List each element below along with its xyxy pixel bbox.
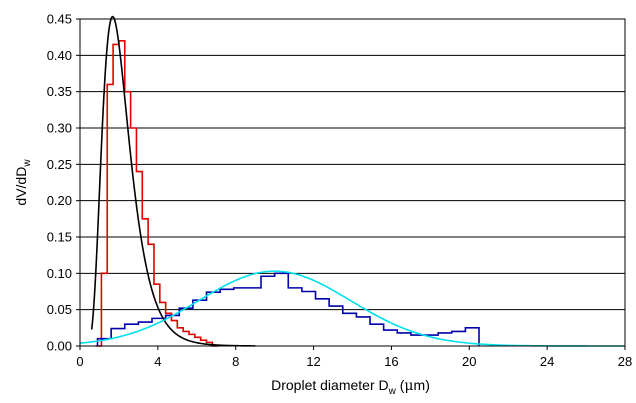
axis-ticks: 0.00 0.05 0.10 0.15 0.20 0.25 0.30 0.35 0.40 0.45… [47,12,633,370]
y-tick-label: 0.45 [47,12,72,27]
x-tick-label: 8 [232,354,239,369]
y-tick-label: 0.05 [47,302,72,317]
y-tick-label: 0.10 [47,266,72,281]
plot-area-border [79,18,626,347]
x-tick-label: 0 [76,354,83,369]
y-tick-label: 0.15 [47,230,72,245]
x-tick-label: 20 [462,354,476,369]
series-2-curve [90,15,256,347]
x-axis-title-unit-rest: m) [414,377,430,393]
y-tick-label: 0.40 [47,48,72,63]
y-tick-label: 0.25 [47,157,72,172]
y-tick-label: 0.20 [47,193,72,208]
x-axis-title: Droplet diameter Dw (μm) [271,377,430,397]
y-tick-label: 0.35 [47,84,72,99]
y-tick-label: 0.00 [47,339,72,354]
x-tick-label: 28 [618,354,632,369]
x-axis-title-unit-open: ( [396,377,405,393]
y-axis-title: dV/dDw [13,159,33,206]
y-axis-title-subscript: w [22,159,33,168]
x-tick-label: 4 [154,354,161,369]
x-tick-label: 12 [306,354,320,369]
x-axis-title-main: Droplet diameter D [271,377,389,393]
x-tick-label: 16 [384,354,398,369]
gridlines [80,54,625,311]
series-0-step [95,40,219,347]
y-tick-label: 0.30 [47,121,72,136]
series-1-step [96,272,480,346]
x-axis-title-subscript: w [388,386,397,397]
x-tick-label: 24 [540,354,554,369]
y-axis-title-main: dV/dD [13,167,29,206]
x-axis-title-mu: μ [404,378,413,394]
